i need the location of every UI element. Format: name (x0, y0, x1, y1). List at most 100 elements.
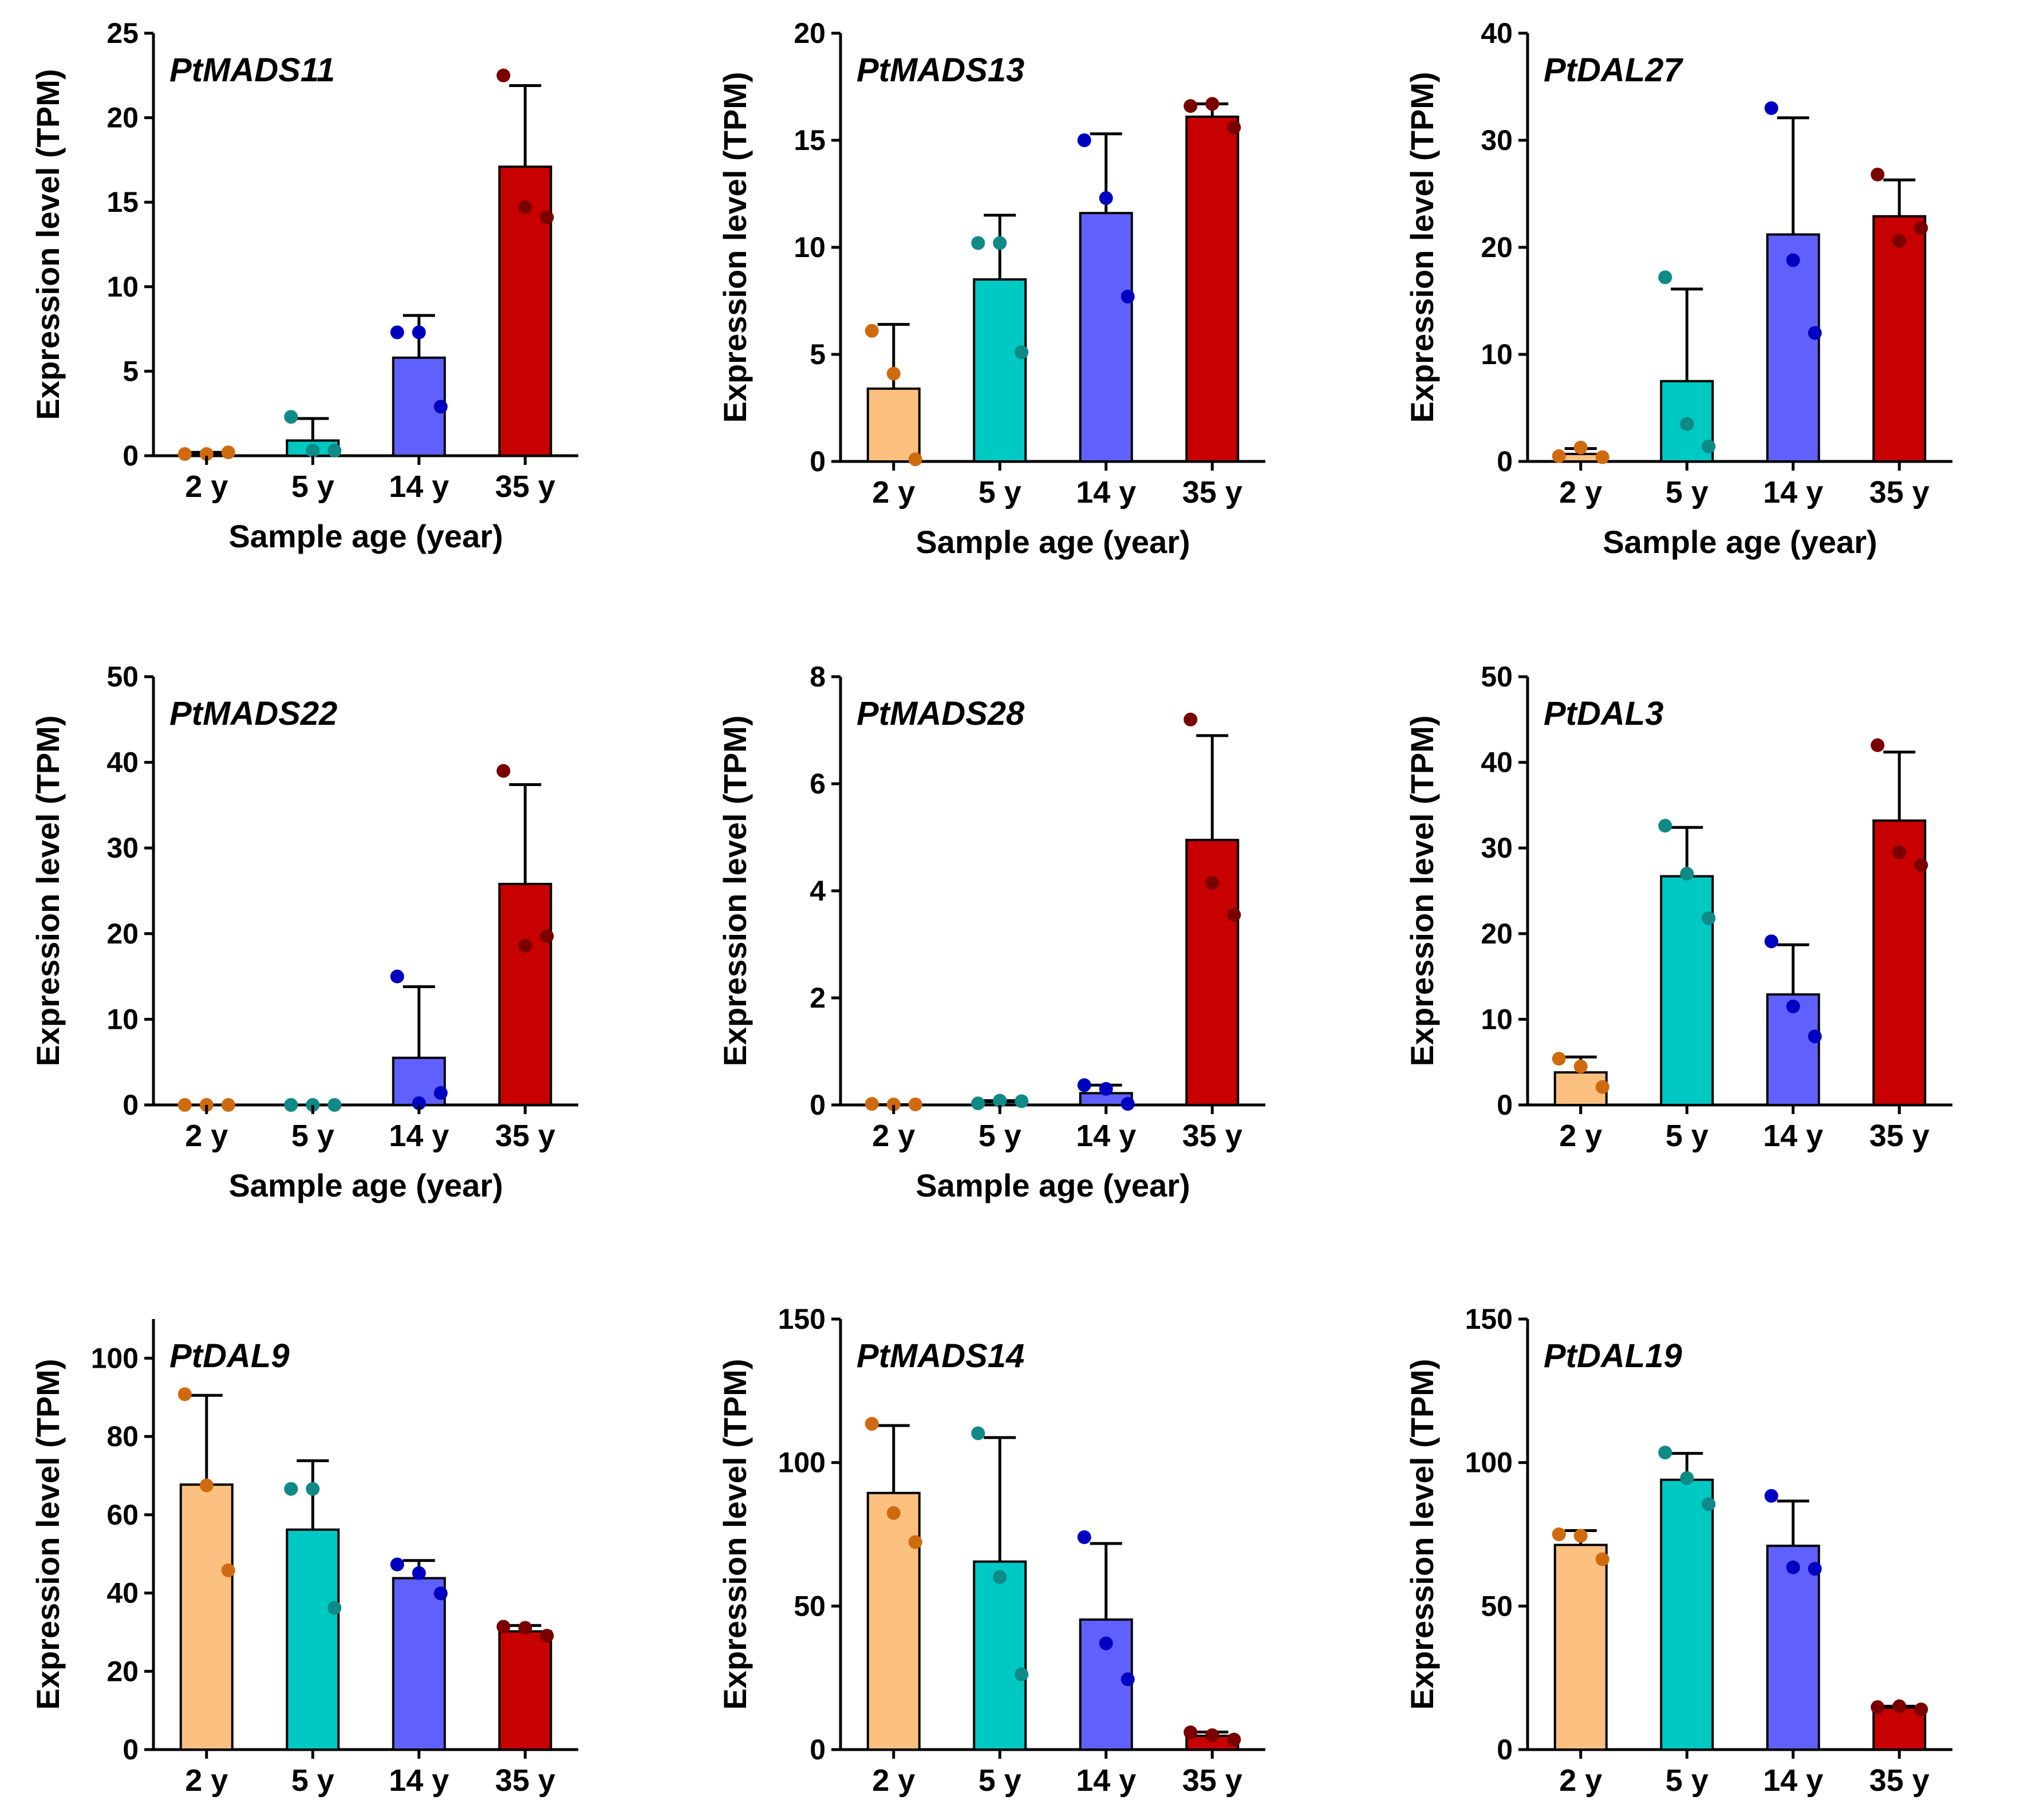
data-point (1808, 1029, 1822, 1044)
y-tick-label: 0 (1497, 445, 1513, 477)
x-tick-label: 35 y (1182, 475, 1242, 510)
data-point (1680, 1471, 1694, 1485)
data-point (971, 1426, 985, 1440)
data-point (1914, 1702, 1928, 1716)
data-point (1573, 1529, 1588, 1543)
y-tick-label: 50 (1481, 1590, 1513, 1622)
data-point (1205, 875, 1220, 890)
y-tick-label: 30 (1481, 832, 1513, 864)
data-point (1680, 417, 1694, 431)
y-tick-label: 8 (810, 661, 826, 693)
chart-title: PtDAL19 (1544, 1337, 1682, 1375)
y-tick-label: 10 (1481, 1003, 1513, 1035)
data-point (886, 366, 901, 381)
y-tick-label: 40 (1481, 747, 1513, 779)
y-tick-label: 10 (794, 231, 826, 263)
x-tick-label: 5 y (291, 469, 334, 504)
data-point (1764, 101, 1778, 115)
chart-title: PtMADS13 (857, 52, 1024, 89)
x-tick-label: 5 y (979, 1119, 1021, 1153)
data-point (993, 1570, 1007, 1584)
data-point (1702, 1497, 1716, 1511)
data-point (1892, 1699, 1907, 1714)
bar (1079, 212, 1133, 463)
y-tick-label: 40 (106, 747, 139, 779)
data-point (1871, 167, 1885, 181)
y-tick-label: 150 (1465, 1303, 1513, 1335)
y-tick-label: 2 (810, 982, 826, 1014)
y-tick-label: 0 (123, 440, 139, 472)
chart-panel-6: 0 10 20 30 40 50 2 y 5 y 14 y 35 y PtDAL3 Expressio… (1404, 661, 1952, 1153)
bar (866, 387, 921, 463)
y-tick-label: 0 (1497, 1089, 1513, 1121)
y-axis-title: Expression level (TPM) (1404, 72, 1440, 423)
data-point (390, 969, 404, 984)
x-tick-label: 14 y (389, 1119, 449, 1153)
x-tick-label: 5 y (1666, 475, 1709, 510)
data-point (328, 444, 342, 458)
x-tick-label: 5 y (979, 475, 1021, 510)
data-point (1764, 1489, 1778, 1503)
data-point (1595, 450, 1609, 464)
data-point (1099, 1636, 1113, 1651)
x-axis-title: Sample age (year) (228, 1167, 503, 1203)
data-point (971, 1096, 985, 1111)
data-point (540, 1629, 554, 1643)
y-tick-label: 0 (123, 1089, 139, 1121)
data-point (1914, 858, 1928, 873)
data-point (1015, 1667, 1029, 1681)
data-point (1015, 345, 1029, 360)
y-tick-label: 15 (794, 124, 826, 156)
x-tick-label: 2 y (1559, 475, 1602, 510)
y-tick-label: 30 (106, 832, 139, 864)
data-point (1077, 133, 1091, 147)
data-point (540, 929, 554, 943)
chart-title: PtMADS11 (169, 52, 335, 89)
x-tick-label: 2 y (872, 475, 915, 510)
y-tick-label: 10 (1481, 338, 1513, 370)
data-point (1808, 326, 1822, 340)
data-point (971, 236, 985, 250)
y-axis-title: Expression level (TPM) (717, 715, 753, 1066)
bar (973, 278, 1027, 463)
data-point (886, 1506, 901, 1520)
chart-title: PtMADS22 (169, 695, 337, 732)
y-tick-label: 6 (810, 768, 826, 800)
chart-title: PtMADS14 (857, 1337, 1024, 1375)
y-tick-label: 10 (106, 271, 139, 303)
data-point (865, 1097, 879, 1111)
bar (498, 883, 553, 1106)
chart-panel-3: 0 10 20 30 40 2 y 5 y 14 y 35 y PtDAL27 Expression… (1404, 17, 1952, 560)
x-tick-label: 35 y (495, 1763, 555, 1798)
data-point (1702, 911, 1716, 925)
y-tick-label: 20 (106, 918, 139, 950)
x-axis-title: Sample age (year) (1603, 524, 1877, 560)
chart-panel-5: 0 2 4 6 8 2 y 5 y 14 y 35 y PtMADS28 Expression le… (717, 661, 1265, 1203)
y-axis-title: Expression level (TPM) (30, 69, 66, 420)
x-tick-label: 14 y (1076, 1763, 1136, 1798)
y-tick-label: 0 (810, 445, 826, 477)
data-point (1595, 1080, 1609, 1094)
bar (179, 1483, 234, 1751)
chart-panel-4: 0 10 20 30 40 50 2 y 5 y 14 y 35 y PtMADS22 Express… (30, 661, 578, 1203)
y-axis-title: Expression level (TPM) (717, 1359, 753, 1710)
x-tick-label: 2 y (185, 1119, 228, 1153)
y-tick-label: 0 (810, 1089, 826, 1121)
data-point (1573, 440, 1588, 455)
data-point (328, 1098, 342, 1112)
data-point (1121, 290, 1135, 304)
data-point (1099, 191, 1113, 205)
y-tick-label: 20 (1481, 231, 1513, 263)
data-point (540, 210, 554, 224)
y-tick-label: 15 (106, 186, 139, 218)
data-point (1658, 819, 1672, 833)
y-tick-label: 20 (794, 17, 826, 49)
data-point (1871, 1700, 1885, 1714)
data-point (1552, 1527, 1566, 1541)
data-point (1183, 1725, 1198, 1739)
y-tick-label: 50 (106, 661, 139, 693)
data-point (177, 447, 192, 461)
data-point (199, 1478, 214, 1493)
x-tick-label: 14 y (1076, 1119, 1136, 1153)
